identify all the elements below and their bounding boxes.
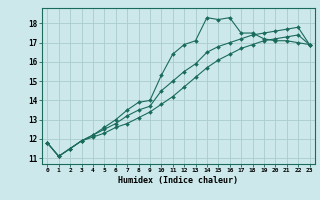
X-axis label: Humidex (Indice chaleur): Humidex (Indice chaleur) xyxy=(118,176,238,185)
